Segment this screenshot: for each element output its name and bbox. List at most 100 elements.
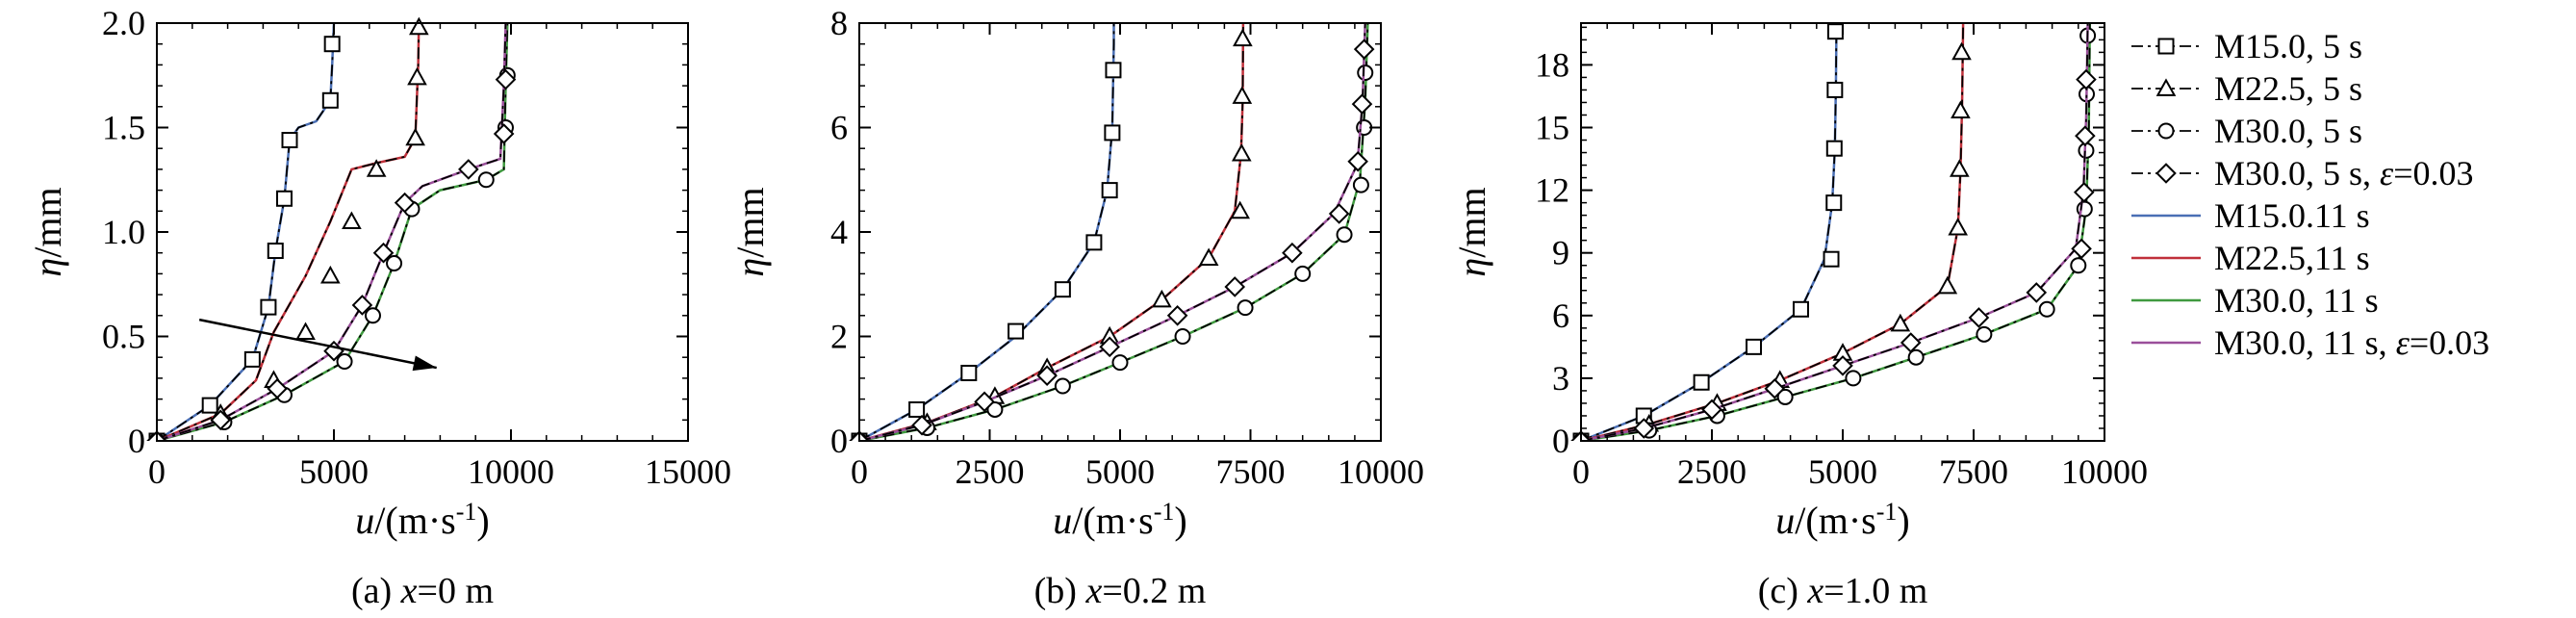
x-tick-label: 10000 xyxy=(1338,452,1424,491)
data-point xyxy=(2026,282,2048,303)
data-point xyxy=(1976,325,1993,343)
legend-label: M15.0, 5 s xyxy=(2214,27,2362,65)
series-line-5s xyxy=(156,22,335,441)
data-point xyxy=(1224,276,1246,297)
x-tick-label: 7500 xyxy=(1939,452,2008,491)
x-tick-label: 7500 xyxy=(1216,452,1286,491)
legend-item: M15.0, 5 s xyxy=(2131,27,2362,65)
data-point xyxy=(1347,150,1368,172)
data-point xyxy=(1826,23,1844,40)
data-point xyxy=(2075,125,2096,146)
legend-marker xyxy=(2157,122,2175,140)
series-4 xyxy=(849,22,1375,441)
data-point xyxy=(408,16,429,36)
data-point xyxy=(911,414,932,436)
plot-frame xyxy=(858,22,1382,442)
series-line-5s xyxy=(156,22,421,441)
data-point xyxy=(336,353,353,371)
data-point xyxy=(2076,68,2097,90)
y-tick-label: 0 xyxy=(1552,422,1569,460)
data-point xyxy=(1792,300,1809,318)
data-point xyxy=(407,66,427,86)
data-point xyxy=(1104,124,1121,142)
y-tick-label: 1.5 xyxy=(102,109,145,147)
x-axis-label: u/(m·s-1) xyxy=(355,498,489,543)
panel-caption: (b) x=0.2 m xyxy=(1034,571,1207,611)
data-point xyxy=(1633,418,1655,439)
data-point xyxy=(1900,332,1922,353)
y-axis-label: η/mm xyxy=(1450,187,1493,276)
data-point xyxy=(1237,299,1254,317)
y-tick-label: 0.5 xyxy=(102,318,145,356)
data-point xyxy=(1101,182,1118,199)
legend-marker xyxy=(2157,38,2175,55)
data-point xyxy=(1693,373,1710,391)
data-point xyxy=(321,91,339,109)
data-point xyxy=(1951,41,1972,61)
series-line-11s xyxy=(1580,22,1965,441)
data-point xyxy=(1054,281,1071,298)
data-point xyxy=(1231,142,1252,162)
data-point xyxy=(275,190,293,207)
series-line-11s xyxy=(156,22,336,441)
data-point xyxy=(1328,203,1350,224)
data-point xyxy=(2073,181,2095,203)
x-axis-label: u/(m·s-1) xyxy=(1053,498,1186,543)
data-point xyxy=(243,350,261,368)
x-axis-label: u/(m·s-1) xyxy=(1775,498,1909,543)
data-point xyxy=(986,400,1004,418)
legend-label: M30.0, 11 s xyxy=(2214,281,2379,320)
y-tick-label: 2.0 xyxy=(102,4,145,42)
data-point xyxy=(458,159,479,180)
data-point xyxy=(260,298,277,316)
x-tick-label: 5000 xyxy=(1808,452,1877,491)
data-point xyxy=(1233,28,1253,47)
trend-arrow-head xyxy=(412,355,437,372)
data-point xyxy=(1232,86,1253,104)
y-tick-label: 15 xyxy=(1535,109,1569,147)
data-point xyxy=(1111,354,1129,372)
series-line-11s xyxy=(156,22,421,441)
y-tick-label: 0 xyxy=(128,422,145,460)
data-point xyxy=(960,364,978,381)
legend-item: M30.0, 11 s xyxy=(2131,281,2379,320)
x-tick-label: 2500 xyxy=(956,452,1025,491)
x-tick-label: 0 xyxy=(1572,452,1590,491)
legend-item: M30.0, 11 s, ε=0.03 xyxy=(2131,323,2489,362)
data-point xyxy=(1823,250,1840,268)
data-point xyxy=(1845,370,1862,387)
data-point xyxy=(295,322,316,341)
data-point xyxy=(2070,257,2087,274)
legend-label: M22.5,11 s xyxy=(2214,239,2370,277)
y-tick-label: 3 xyxy=(1552,359,1569,398)
x-tick-label: 0 xyxy=(148,452,166,491)
x-tick-label: 5000 xyxy=(1085,452,1155,491)
series-line-5s xyxy=(156,22,509,441)
data-point xyxy=(1294,265,1312,282)
x-tick-label: 2500 xyxy=(1677,452,1747,491)
data-point xyxy=(1826,81,1844,98)
data-point xyxy=(1336,226,1353,244)
data-point xyxy=(1890,313,1911,332)
y-tick-label: 2 xyxy=(830,318,848,356)
data-point xyxy=(1105,62,1122,79)
data-point xyxy=(201,397,218,414)
y-tick-label: 8 xyxy=(830,4,848,42)
data-point xyxy=(2071,238,2092,260)
y-tick-label: 1.0 xyxy=(102,213,145,251)
legend-label: M22.5, 5 s xyxy=(2214,69,2362,108)
y-tick-label: 9 xyxy=(1552,234,1569,272)
x-tick-label: 0 xyxy=(851,452,868,491)
data-point xyxy=(1357,64,1374,82)
data-point xyxy=(477,171,495,189)
data-point xyxy=(1085,234,1103,251)
data-point xyxy=(1099,336,1120,358)
data-point xyxy=(1198,247,1219,267)
data-point xyxy=(1701,399,1722,421)
data-point xyxy=(1746,338,1763,355)
data-point xyxy=(1907,348,1925,366)
data-point xyxy=(319,265,341,284)
data-point xyxy=(386,255,403,272)
data-point xyxy=(342,211,362,230)
